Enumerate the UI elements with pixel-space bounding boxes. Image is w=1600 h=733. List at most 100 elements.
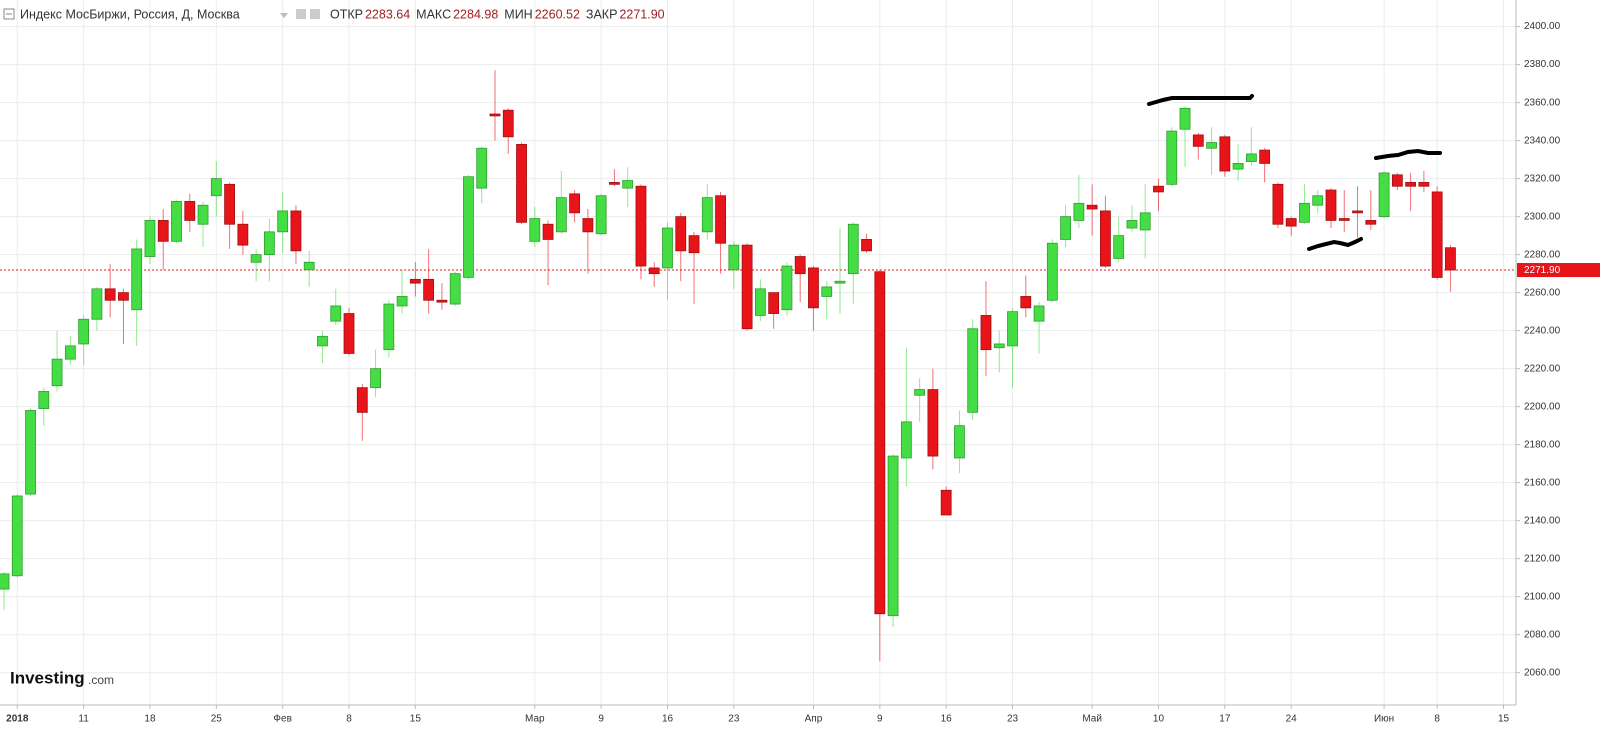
candle-body [1391, 174, 1403, 187]
candle-body [1232, 163, 1244, 170]
candle-body [622, 180, 634, 189]
candle-body [967, 328, 979, 413]
candle-body [1338, 218, 1350, 221]
candle-body [1325, 189, 1337, 221]
candle-body [914, 389, 926, 396]
last-price-label: 2271.90 [1524, 265, 1561, 276]
ohlc-label: МАКС [416, 7, 451, 21]
x-tick-label: Мар [525, 714, 545, 725]
candle-body [383, 303, 395, 351]
y-tick-label: 2100.00 [1524, 591, 1561, 602]
candle-body [1007, 311, 1018, 347]
candle-body [794, 256, 806, 275]
collapse-icon[interactable] [3, 8, 15, 20]
candle-body [821, 286, 833, 297]
candle-body [582, 218, 594, 233]
x-tick-label: 25 [211, 714, 223, 725]
x-tick-label: 17 [1219, 714, 1231, 725]
x-tick-label: 24 [1286, 714, 1298, 725]
candle-body [330, 305, 342, 322]
candle-body [1365, 220, 1377, 225]
x-tick-label: 15 [1498, 714, 1510, 725]
x-tick-label: 9 [598, 714, 604, 725]
candle-body [277, 210, 289, 233]
candle-body [555, 197, 567, 233]
candle-body [861, 239, 872, 252]
candle-body [197, 204, 209, 225]
logo-brand: Investing [10, 668, 85, 687]
y-tick-label: 2220.00 [1524, 363, 1561, 374]
candle-body [1060, 216, 1071, 240]
candle-body [1126, 220, 1138, 229]
candle-body [144, 220, 156, 257]
candle-body [754, 288, 766, 316]
y-tick-label: 2120.00 [1524, 553, 1561, 564]
candle-body [489, 113, 501, 117]
candle-body [423, 278, 435, 301]
y-tick-label: 2260.00 [1524, 287, 1561, 298]
candle-body [728, 244, 740, 271]
candle-body [38, 391, 50, 409]
logo-suffix: .com [88, 673, 114, 687]
candle-body [1073, 202, 1085, 221]
x-tick-label: 23 [1007, 714, 1019, 725]
candle-body [502, 109, 514, 138]
candle-body [303, 261, 315, 271]
candle-body [449, 273, 461, 305]
x-tick-label: Фев [273, 714, 291, 725]
candle-body [927, 389, 939, 457]
candle-body [157, 220, 169, 242]
candle-body [118, 292, 129, 301]
settings-icon[interactable] [310, 9, 320, 19]
y-tick-label: 2080.00 [1524, 629, 1561, 640]
x-tick-label: 18 [144, 714, 156, 725]
candle-body [343, 313, 355, 354]
candle-body [64, 345, 76, 360]
y-tick-label: 2300.00 [1524, 211, 1561, 222]
last-price-tag [1517, 263, 1600, 278]
candle-body [290, 210, 302, 252]
candle-body [131, 248, 143, 311]
candle-body [1046, 242, 1058, 301]
y-tick-label: 2380.00 [1524, 59, 1561, 70]
y-tick-label: 2140.00 [1524, 515, 1561, 526]
candle-body [1259, 149, 1271, 164]
candle-body [635, 185, 647, 267]
candle-body [900, 421, 912, 459]
ohlc-value: 2271.90 [619, 7, 664, 21]
candle-body [715, 195, 726, 244]
x-tick-label: Май [1082, 714, 1102, 725]
candle-body [847, 223, 859, 275]
candle-body [396, 296, 408, 307]
candle-body [1153, 185, 1164, 193]
candle-body [263, 231, 275, 256]
candle-body [237, 223, 249, 246]
candle-body [25, 410, 36, 495]
candle-body [78, 318, 90, 345]
x-tick-label: 15 [410, 714, 422, 725]
candle-body [874, 271, 886, 615]
x-tick-label: Апр [805, 714, 823, 725]
x-tick-label: 9 [877, 714, 883, 725]
y-tick-label: 2320.00 [1524, 173, 1561, 184]
dropdown-icon[interactable] [280, 13, 288, 18]
y-tick-label: 2340.00 [1524, 135, 1561, 146]
candle-body [370, 368, 381, 389]
ohlc-value: 2284.98 [453, 7, 498, 21]
candle-body [436, 299, 448, 303]
y-tick-label: 2200.00 [1524, 401, 1561, 412]
candle-body [476, 147, 488, 189]
x-tick-label: 16 [941, 714, 953, 725]
settings-icon[interactable] [296, 9, 306, 19]
candle-body [1431, 191, 1443, 278]
x-tick-label: 16 [662, 714, 674, 725]
candle-body [1179, 107, 1191, 130]
candle-body [409, 278, 421, 284]
candle-body [171, 201, 182, 242]
candle-body [1312, 195, 1324, 206]
candle-body [569, 193, 581, 214]
candle-body [1285, 218, 1297, 227]
candle-body [662, 227, 673, 269]
